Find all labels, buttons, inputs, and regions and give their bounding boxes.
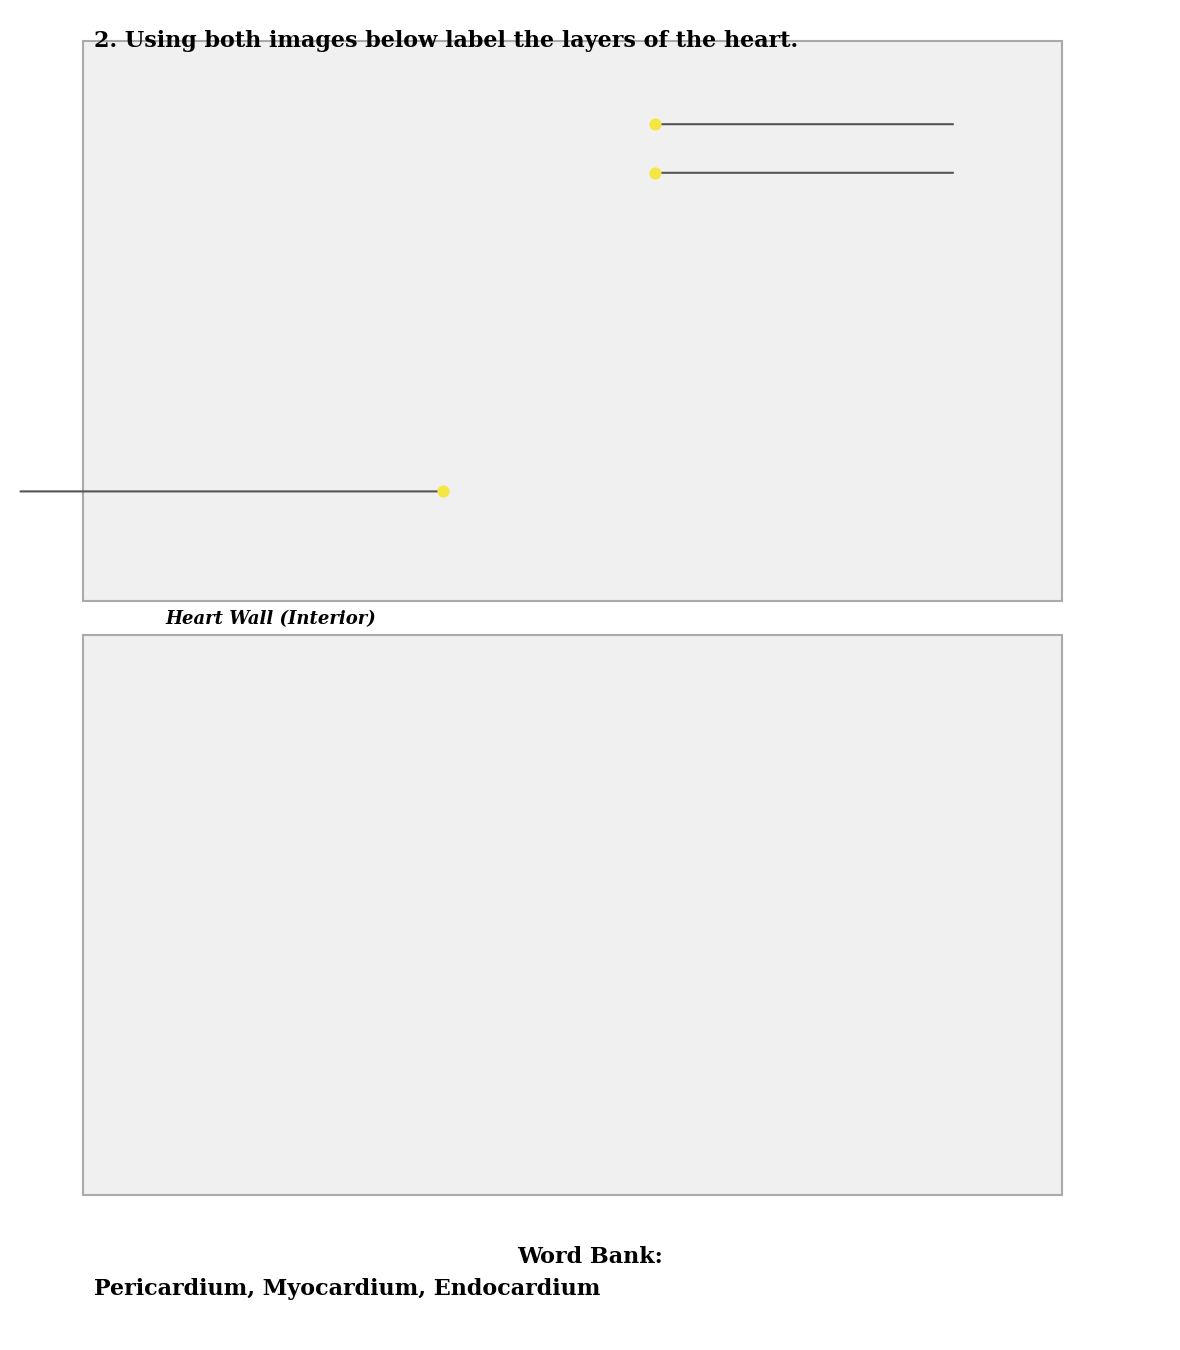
Point <box>645 162 664 184</box>
Text: Heart Wall (Interior): Heart Wall (Interior) <box>165 610 376 628</box>
Point <box>645 113 664 135</box>
Text: 2. Using both images below label the layers of the heart.: 2. Using both images below label the lay… <box>94 30 799 51</box>
FancyBboxPatch shape <box>83 634 1062 1195</box>
Point <box>433 481 452 502</box>
Text: Word Bank:: Word Bank: <box>517 1246 663 1268</box>
FancyBboxPatch shape <box>83 40 1062 601</box>
Text: Pericardium, Myocardium, Endocardium: Pericardium, Myocardium, Endocardium <box>94 1278 601 1300</box>
